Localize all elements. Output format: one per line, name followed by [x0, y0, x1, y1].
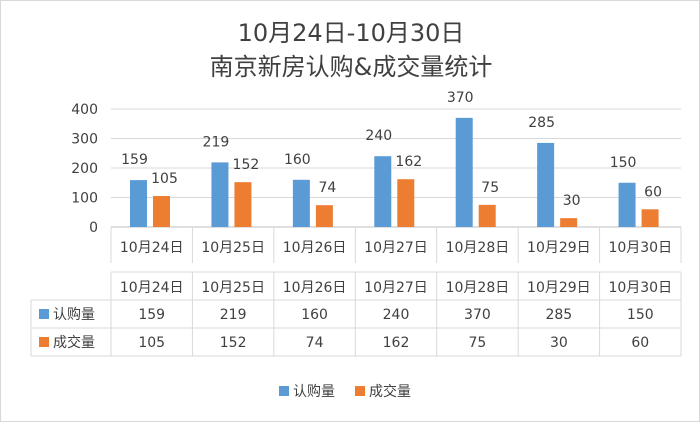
legend: 认购量 成交量 — [279, 383, 411, 400]
bars — [130, 117, 659, 227]
x-tick-label-2: 10月25日 — [201, 240, 265, 256]
x-tick-label-1: 10月24日 — [120, 240, 184, 256]
data-label-transaction-5: 75 — [481, 180, 499, 196]
table-header-2: 10月25日 — [201, 280, 265, 296]
legend-label-1: 认购量 — [293, 384, 335, 400]
gridlines — [111, 108, 681, 228]
bar-transaction-4 — [397, 179, 415, 227]
data-label-subscription-5: 370 — [447, 90, 474, 106]
table-legend-key-1 — [39, 309, 49, 319]
table-cell-1-7: 150 — [627, 307, 654, 323]
data-label-subscription-6: 285 — [528, 115, 555, 131]
table-cell-1-5: 370 — [464, 307, 491, 323]
table-cell-1-1: 159 — [138, 307, 165, 323]
x-tick-label-5: 10月28日 — [446, 240, 510, 256]
table-header-5: 10月28日 — [446, 280, 510, 296]
bar-subscription-5 — [455, 117, 473, 227]
table-cell-2-7: 60 — [631, 335, 649, 351]
bar-subscription-1 — [130, 180, 147, 227]
bar-subscription-4 — [374, 156, 392, 227]
data-label-subscription-1: 159 — [121, 152, 148, 168]
table-cell-2-6: 30 — [550, 335, 568, 351]
table-cell-2-3: 74 — [306, 335, 324, 351]
legend-swatch-1 — [279, 386, 289, 396]
table-cell-1-6: 285 — [545, 307, 572, 323]
data-label-subscription-4: 240 — [365, 128, 392, 144]
x-tick-label-7: 10月30日 — [608, 240, 672, 256]
y-tick-label-200: 200 — [71, 161, 98, 177]
data-table: 10月24日 10月25日 10月26日 10月27日 10月28日 10月29日 10月3… — [30, 227, 682, 357]
x-tick-label-4: 10月27日 — [364, 240, 428, 256]
legend-swatch-2 — [355, 386, 365, 396]
y-tick-label-400: 400 — [71, 102, 98, 118]
data-label-transaction-7: 60 — [644, 184, 662, 200]
bar-subscription-7 — [618, 182, 636, 227]
data-label-subscription-7: 150 — [610, 155, 637, 171]
bar-transaction-6 — [560, 218, 578, 227]
table-row-label-1: 认购量 — [53, 307, 95, 323]
bar-subscription-6 — [537, 142, 555, 227]
data-label-transaction-2: 152 — [233, 157, 260, 173]
table-legend-key-2 — [39, 337, 49, 347]
table-cell-1-4: 240 — [383, 307, 410, 323]
table-header-4: 10月27日 — [364, 280, 428, 296]
data-label-subscription-2: 219 — [203, 134, 230, 150]
bar-subscription-2 — [211, 162, 229, 227]
table-row-label-2: 成交量 — [53, 334, 95, 351]
table-cell-1-3: 160 — [301, 307, 328, 323]
legend-label-2: 成交量 — [369, 383, 411, 400]
table-header-1: 10月24日 — [120, 280, 184, 296]
y-axis-ticks: 0 100 200 300 400 — [71, 102, 98, 236]
x-tick-label-3: 10月26日 — [283, 240, 347, 256]
data-label-transaction-1: 105 — [151, 171, 178, 187]
data-label-subscription-3: 160 — [284, 152, 311, 168]
bar-transaction-3 — [315, 205, 333, 227]
bar-subscription-3 — [292, 179, 310, 227]
table-cell-1-2: 219 — [220, 307, 247, 323]
data-label-transaction-4: 162 — [395, 154, 422, 170]
chart-title-line-1: 10月24日-10月30日 — [238, 19, 465, 47]
table-cell-2-5: 75 — [469, 335, 487, 351]
data-label-transaction-6: 30 — [563, 193, 581, 209]
bar-transaction-7 — [641, 209, 659, 227]
bar-transaction-5 — [478, 204, 496, 227]
bar-transaction-2 — [234, 182, 252, 227]
table-header-3: 10月26日 — [283, 280, 347, 296]
bar-transaction-1 — [153, 196, 170, 227]
table-cell-2-4: 162 — [383, 335, 410, 351]
table-header-7: 10月30日 — [608, 280, 672, 296]
y-tick-label-0: 0 — [89, 220, 98, 236]
table-header-6: 10月29日 — [527, 280, 591, 296]
y-tick-label-100: 100 — [71, 191, 98, 207]
x-tick-label-6: 10月29日 — [527, 240, 591, 256]
table-cell-2-2: 152 — [220, 335, 247, 351]
table-cell-2-1: 105 — [138, 335, 165, 351]
data-label-transaction-3: 74 — [318, 180, 336, 196]
chart-title-line-2: 南京新房认购&成交量统计 — [210, 53, 493, 81]
y-tick-label-300: 300 — [71, 132, 98, 148]
